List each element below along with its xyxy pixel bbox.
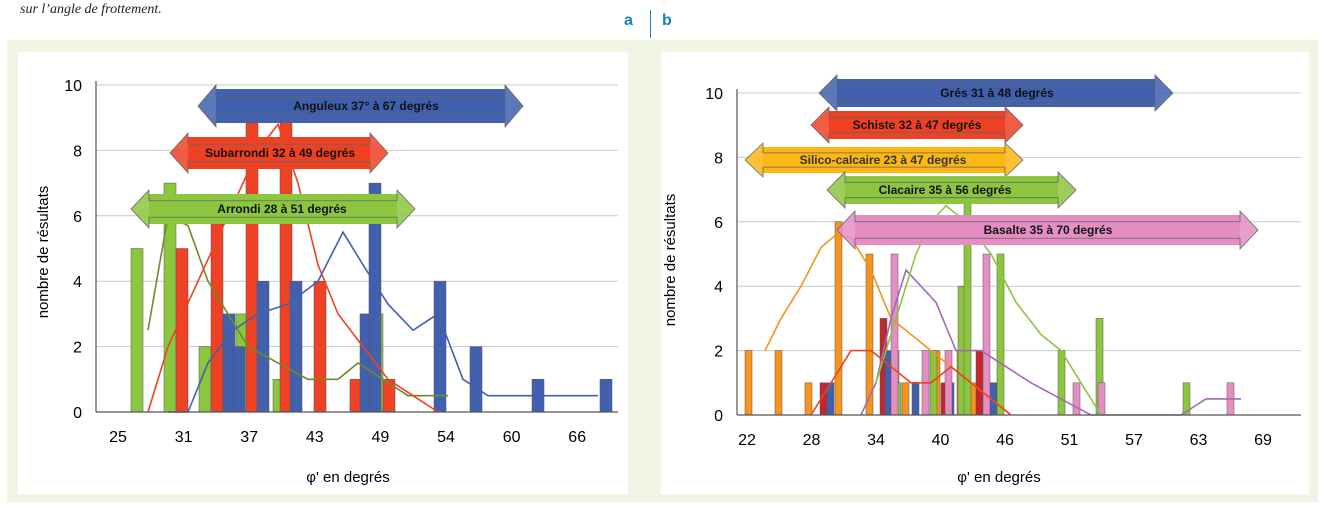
bar-darkred [975, 350, 984, 416]
y-tick-label: 4 [714, 279, 723, 296]
annotation-arrow-green-label: Clacaire 35 à 56 degrés [879, 183, 1012, 197]
annotation-arrow-green [826, 171, 1077, 209]
y-axis-label: nombre de résultats [35, 186, 52, 319]
axes-group: 0 2 4 6 8 10 25 31 37 43 49 54 60 66 [64, 78, 618, 446]
y-tick-label: 8 [73, 143, 82, 160]
y-tick-label: 0 [714, 408, 723, 425]
x-tick-label: 69 [1254, 432, 1272, 449]
y-tick-label: 2 [73, 340, 82, 357]
x-tick-label: 46 [996, 432, 1014, 449]
x-tick-label: 51 [1061, 432, 1079, 449]
x-tick-label: 63 [1190, 432, 1208, 449]
x-tick-label: 37 [240, 429, 258, 446]
bar-pink [1072, 382, 1081, 416]
x-tick-label: 66 [568, 429, 586, 446]
y-tick-label: 4 [73, 274, 82, 291]
bar-orange [744, 350, 753, 416]
y-tick-label: 0 [73, 405, 82, 422]
bar-blue [599, 379, 613, 413]
bar-pink [944, 350, 953, 416]
x-tick-label: 34 [867, 432, 885, 449]
panel-label-a[interactable]: a [624, 12, 633, 29]
panel-separator [650, 10, 651, 38]
bar-orange [804, 382, 813, 416]
x-tick-label: 49 [372, 429, 390, 446]
bars-group [130, 117, 613, 413]
bar-blue [232, 346, 246, 413]
x-tick-label: 28 [803, 432, 821, 449]
x-tick-label: 25 [109, 429, 127, 446]
chart-a: Anguleux 37° à 67 degrés Subarrondi 32 à … [18, 52, 628, 494]
x-tick-label: 22 [738, 432, 756, 449]
bar-pink [982, 253, 991, 416]
annotation-arrow-blue-label: Grés 31 à 48 degrés [940, 86, 1054, 100]
bar-red [175, 248, 189, 413]
annotation-arrow-yellow [744, 142, 1024, 178]
bar-blue [911, 382, 920, 416]
annotation-arrow-green [130, 188, 416, 230]
bar-red [382, 379, 396, 413]
y-tick-label: 8 [714, 150, 723, 167]
x-tick-label: 43 [306, 429, 324, 446]
grid-group [737, 92, 1301, 416]
lines-group [147, 122, 598, 413]
bar-red [210, 215, 224, 413]
bar-blue [256, 280, 270, 413]
annotation-arrow-yellow-label: Silico-calcaire 23 à 47 degrés [800, 153, 967, 167]
bar-orange [901, 382, 910, 416]
y-tick-label: 10 [705, 86, 723, 103]
y-axis-label: nombre de résultats [662, 194, 679, 327]
annotation-arrow-red-label: Schiste 32 à 47 degrés [853, 118, 982, 132]
trend-line-red [147, 122, 439, 413]
annotation-arrow-blue [818, 74, 1174, 112]
annotation-arrow-blue [197, 83, 524, 129]
bar-red [313, 280, 327, 413]
panel-label-b[interactable]: b [662, 12, 672, 29]
arrows-group: Anguleux 37° à 67 degrés Subarrondi 32 à … [130, 83, 524, 230]
y-tick-label: 10 [64, 78, 82, 95]
x-tick-label: 31 [175, 429, 193, 446]
annotation-arrow-pink-label: Basalte 35 à 70 degrés [984, 223, 1113, 237]
bar-green [130, 248, 144, 413]
panel-labels: a b [600, 8, 690, 38]
y-tick-label: 2 [714, 344, 723, 361]
x-tick-label: 57 [1125, 432, 1143, 449]
annotation-arrow-red-label: Subarrondi 32 à 49 degrés [205, 146, 355, 160]
x-tick-label: 40 [932, 432, 950, 449]
bar-pink [1097, 382, 1106, 416]
annotation-arrow-blue-label: Anguleux 37° à 67 degrés [293, 99, 439, 113]
annotation-arrow-red [810, 106, 1024, 144]
annotation-arrow-pink [836, 209, 1259, 251]
trend-line-red [810, 349, 1012, 416]
bar-pink [890, 253, 899, 416]
y-tick-label: 6 [73, 209, 82, 226]
bar-green [1057, 350, 1066, 416]
x-tick-label: 60 [503, 429, 521, 446]
arrows-group: Grés 31 à 48 degrés Schiste 32 à 47 degré… [744, 74, 1259, 251]
bar-orange [774, 350, 783, 416]
y-tick-label: 6 [714, 215, 723, 232]
bar-blue [469, 346, 483, 413]
x-axis-label: φ' en degrés [957, 469, 1040, 486]
annotation-arrow-green-label: Arrondi 28 à 51 degrés [217, 202, 347, 216]
bar-blue [433, 280, 447, 413]
x-axis-label: φ' en degrés [306, 469, 389, 486]
trend-line-olive [147, 214, 448, 397]
bar-orange [834, 221, 843, 416]
annotation-arrow-red [169, 131, 389, 175]
x-tick-label: 54 [437, 429, 455, 446]
chart-b: Grés 31 à 48 degrés Schiste 32 à 47 degré… [661, 52, 1309, 494]
figure-caption: sur l’angle de frottement. [20, 2, 162, 17]
trend-line-blue [168, 230, 598, 413]
